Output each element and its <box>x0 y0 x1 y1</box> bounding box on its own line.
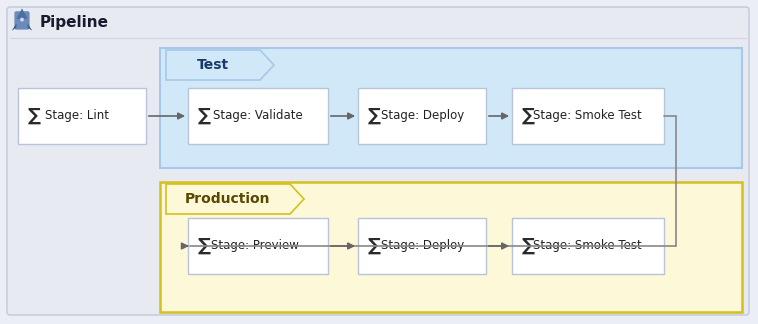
Text: Pipeline: Pipeline <box>40 15 109 29</box>
FancyBboxPatch shape <box>18 88 146 144</box>
Polygon shape <box>166 50 274 80</box>
FancyBboxPatch shape <box>14 11 30 29</box>
Text: Stage: Lint: Stage: Lint <box>45 110 109 122</box>
Text: ∑: ∑ <box>198 107 211 125</box>
Text: Test: Test <box>197 58 229 72</box>
Text: ∑: ∑ <box>198 237 211 255</box>
Text: ∑: ∑ <box>522 107 534 125</box>
Text: ∑: ∑ <box>522 237 534 255</box>
Text: Stage: Validate: Stage: Validate <box>213 110 303 122</box>
FancyBboxPatch shape <box>188 218 328 274</box>
Text: ∑: ∑ <box>27 107 40 125</box>
FancyBboxPatch shape <box>512 218 664 274</box>
FancyBboxPatch shape <box>160 48 742 168</box>
FancyBboxPatch shape <box>512 88 664 144</box>
FancyBboxPatch shape <box>7 7 749 315</box>
Text: Stage: Smoke Test: Stage: Smoke Test <box>533 239 642 252</box>
Text: ∑: ∑ <box>368 107 381 125</box>
Polygon shape <box>166 184 304 214</box>
Text: Stage: Deploy: Stage: Deploy <box>381 110 464 122</box>
Text: ∑: ∑ <box>368 237 381 255</box>
Polygon shape <box>27 24 33 31</box>
Text: Production: Production <box>185 192 271 206</box>
FancyBboxPatch shape <box>188 88 328 144</box>
Circle shape <box>20 18 24 21</box>
FancyBboxPatch shape <box>358 88 486 144</box>
FancyBboxPatch shape <box>358 218 486 274</box>
Polygon shape <box>17 8 27 19</box>
Text: Stage: Preview: Stage: Preview <box>211 239 299 252</box>
Text: Stage: Deploy: Stage: Deploy <box>381 239 464 252</box>
FancyBboxPatch shape <box>160 182 742 312</box>
Text: Stage: Smoke Test: Stage: Smoke Test <box>533 110 642 122</box>
Polygon shape <box>11 24 17 31</box>
